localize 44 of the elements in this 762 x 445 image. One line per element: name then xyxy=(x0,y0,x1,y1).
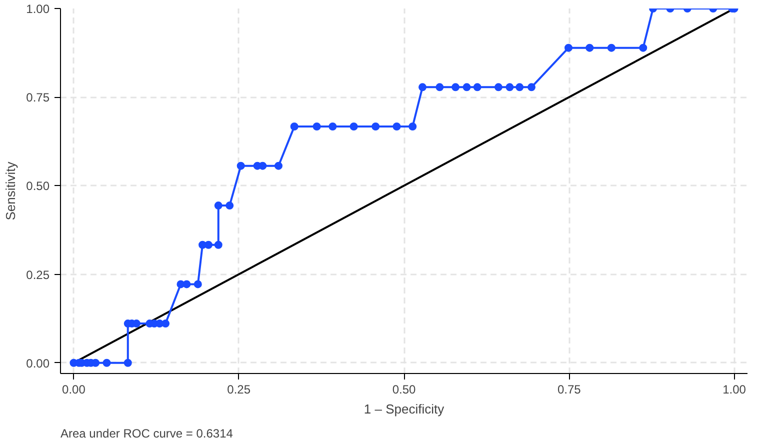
point xyxy=(214,240,222,249)
point xyxy=(102,358,111,367)
point xyxy=(236,162,245,170)
point xyxy=(586,44,594,52)
point xyxy=(258,162,267,170)
x-tick-label: 0.75 xyxy=(557,382,582,396)
y-tick-label: 1.00 xyxy=(26,2,50,16)
point xyxy=(494,83,502,92)
point xyxy=(290,122,298,130)
point xyxy=(372,122,380,130)
point xyxy=(182,280,191,288)
point xyxy=(473,83,482,92)
point xyxy=(312,122,321,130)
point xyxy=(350,122,358,130)
point xyxy=(452,83,460,92)
point xyxy=(392,122,401,130)
x-tick-label: 0.25 xyxy=(227,382,251,396)
x-tick-label: 0.00 xyxy=(62,382,86,396)
y-tick-label: 0.75 xyxy=(26,90,50,105)
point xyxy=(124,358,132,367)
point xyxy=(162,320,170,328)
y-axis-title: Sensitivity xyxy=(3,161,18,220)
x-tick-label: 0.50 xyxy=(392,382,416,396)
point xyxy=(418,83,426,92)
point xyxy=(462,83,471,92)
point xyxy=(607,44,616,52)
y-tick-label: 0.25 xyxy=(26,268,50,282)
point xyxy=(226,202,234,210)
point xyxy=(506,83,514,92)
point xyxy=(194,280,202,288)
point xyxy=(564,44,572,52)
point xyxy=(436,83,444,92)
point xyxy=(527,83,536,92)
y-tick-label: 0.00 xyxy=(26,356,50,370)
point xyxy=(408,122,417,130)
point xyxy=(214,202,222,210)
point xyxy=(328,122,337,130)
x-tick-label: 1.00 xyxy=(722,382,746,396)
text: Area under ROC curve = 0.6314 xyxy=(60,426,234,440)
x-axis-title: 1 – Specificity xyxy=(364,402,445,416)
point xyxy=(639,44,648,52)
point xyxy=(516,83,524,92)
y-tick-label: 0.50 xyxy=(26,179,50,194)
point xyxy=(274,162,282,170)
